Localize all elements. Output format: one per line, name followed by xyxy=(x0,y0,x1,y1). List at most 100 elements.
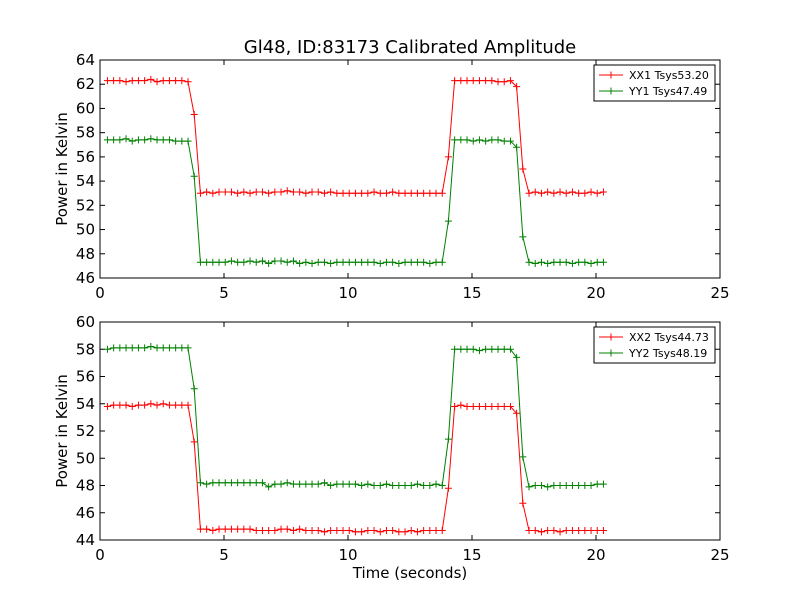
data-point xyxy=(556,482,564,489)
data-point xyxy=(413,528,421,536)
data-point xyxy=(389,482,397,489)
data-point xyxy=(153,78,161,86)
data-point xyxy=(234,189,242,197)
data-point xyxy=(395,189,403,197)
data-point xyxy=(475,136,483,144)
data-point xyxy=(333,189,341,197)
data-point xyxy=(190,438,198,446)
x-tick-label: 10 xyxy=(338,284,357,302)
data-point xyxy=(463,136,471,144)
data-point xyxy=(519,165,527,173)
y-tick-label: 52 xyxy=(76,196,95,214)
data-point xyxy=(463,345,471,353)
data-point xyxy=(420,526,428,534)
data-point xyxy=(556,258,564,266)
data-point xyxy=(196,258,204,266)
data-point xyxy=(494,78,502,86)
data-point xyxy=(302,480,310,488)
data-point xyxy=(153,136,161,144)
data-point xyxy=(196,525,204,533)
data-point xyxy=(258,257,266,265)
data-point xyxy=(271,480,279,488)
data-point xyxy=(178,77,186,85)
data-point xyxy=(265,189,273,197)
data-point xyxy=(103,402,111,410)
data-point xyxy=(246,257,254,265)
data-point xyxy=(209,479,217,487)
data-point xyxy=(457,77,465,85)
y-tick-label: 54 xyxy=(76,172,95,190)
data-point xyxy=(482,77,490,85)
y-axis-label: Power in Kelvin xyxy=(53,374,71,488)
data-point xyxy=(271,257,279,265)
data-point xyxy=(488,345,496,353)
data-point xyxy=(184,137,192,145)
legend-box xyxy=(593,326,716,364)
x-tick-label: 25 xyxy=(710,546,729,564)
data-point xyxy=(556,188,564,196)
data-point xyxy=(475,402,483,410)
data-point xyxy=(227,188,235,196)
data-point xyxy=(314,526,322,534)
data-point xyxy=(469,345,477,353)
data-point xyxy=(134,344,142,352)
data-point xyxy=(116,136,124,144)
data-point xyxy=(432,480,440,488)
bottom-plot-frame xyxy=(99,321,721,541)
data-point xyxy=(320,258,328,266)
data-point xyxy=(581,482,589,489)
data-point xyxy=(227,479,235,487)
data-point xyxy=(172,77,180,85)
data-point xyxy=(215,525,223,533)
data-point xyxy=(525,189,533,197)
data-point xyxy=(531,259,539,267)
y-tick-label: 62 xyxy=(76,75,95,93)
data-point xyxy=(196,189,204,197)
data-point xyxy=(122,344,130,352)
data-point xyxy=(506,402,514,410)
data-point xyxy=(432,258,440,266)
data-point xyxy=(221,258,229,266)
data-point xyxy=(395,259,403,267)
y-tick-label: 60 xyxy=(76,313,95,331)
data-point xyxy=(320,479,328,487)
data-point xyxy=(296,259,304,267)
data-point xyxy=(209,258,217,266)
data-point xyxy=(426,482,434,489)
chart-title: Gl48, ID:83173 Calibrated Amplitude xyxy=(244,37,577,58)
data-point xyxy=(376,528,384,536)
data-point xyxy=(215,188,223,196)
data-point xyxy=(159,136,167,144)
data-point xyxy=(184,78,192,86)
data-point xyxy=(457,345,465,353)
data-point xyxy=(544,483,552,491)
data-point xyxy=(562,482,570,489)
data-point xyxy=(568,259,576,267)
data-point xyxy=(370,188,378,196)
data-point xyxy=(426,259,434,267)
data-point xyxy=(128,137,136,145)
legend-marker xyxy=(607,71,615,79)
data-point xyxy=(141,136,149,144)
data-point xyxy=(221,188,229,196)
data-point xyxy=(203,258,211,266)
data-point xyxy=(165,77,173,85)
data-point xyxy=(370,526,378,534)
data-point xyxy=(451,402,459,410)
data-point xyxy=(544,188,552,196)
data-point xyxy=(451,77,459,85)
legend-label: XX1 Tsys53.20 xyxy=(629,69,709,82)
data-point xyxy=(457,401,465,409)
data-point xyxy=(296,188,304,196)
data-point xyxy=(351,528,359,536)
data-point xyxy=(382,258,390,266)
top-axis-ticks: 0 5 10 15 20 25 46 48 50 52 54 56 58 60 62 64 xyxy=(76,51,730,302)
data-point xyxy=(234,525,242,533)
data-point xyxy=(172,137,180,145)
data-point xyxy=(147,135,155,143)
data-point xyxy=(215,258,223,266)
data-point xyxy=(537,482,545,489)
data-point xyxy=(599,526,607,534)
data-point xyxy=(258,526,266,534)
data-point xyxy=(358,528,366,536)
